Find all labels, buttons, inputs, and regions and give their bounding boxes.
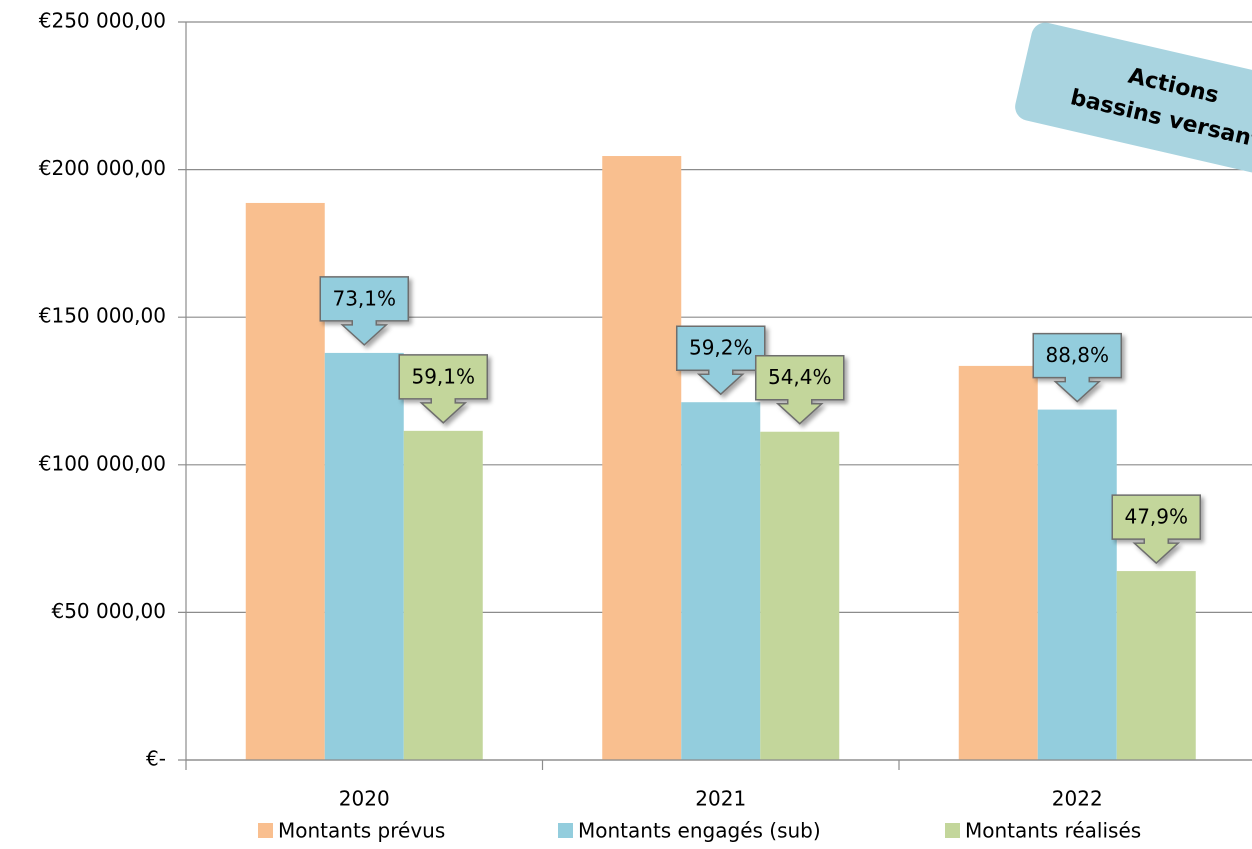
callout-box [319, 276, 409, 346]
y-tick-label: €50 000,00 [51, 599, 166, 623]
bar [403, 430, 483, 760]
legend-swatch [258, 823, 273, 838]
y-tick-label: €250 000,00 [39, 9, 166, 33]
y-tick-label: €150 000,00 [39, 304, 166, 328]
callout-label: 59,1% [411, 364, 475, 388]
callout [1032, 332, 1122, 403]
x-tick-label: 2021 [695, 787, 746, 811]
bar [1037, 409, 1117, 760]
callout-label: 88,8% [1045, 343, 1109, 367]
y-tick-label: €200 000,00 [39, 156, 166, 180]
callout-box [1111, 494, 1201, 565]
bar [245, 202, 325, 761]
callout-box [1032, 332, 1122, 403]
bar [602, 156, 682, 760]
bar [681, 402, 761, 760]
callout-box [755, 354, 845, 425]
callout [319, 276, 409, 346]
bar [760, 431, 840, 760]
bar [324, 352, 404, 760]
callout-label: 73,1% [332, 286, 396, 310]
legend-label: Montants engagés (sub) [578, 819, 821, 843]
bar [958, 365, 1038, 760]
callout [1111, 494, 1201, 565]
legend-swatch [945, 823, 960, 838]
x-tick-label: 2022 [1052, 787, 1103, 811]
legend-label: Montants réalisés [965, 819, 1141, 843]
callout-label: 54,4% [768, 365, 832, 389]
callout-label: 59,2% [689, 336, 753, 360]
callout-label: 47,9% [1124, 505, 1188, 529]
y-tick-label: €100 000,00 [39, 451, 166, 475]
callout [398, 354, 488, 424]
callout [755, 354, 845, 425]
annotation-box [1015, 22, 1252, 182]
bar [1116, 571, 1196, 760]
y-tick-label: €- [146, 747, 166, 771]
legend-swatch [558, 823, 573, 838]
legend-label: Montants prévus [278, 819, 445, 843]
x-tick-label: 2020 [339, 787, 390, 811]
callout-box [398, 354, 488, 424]
